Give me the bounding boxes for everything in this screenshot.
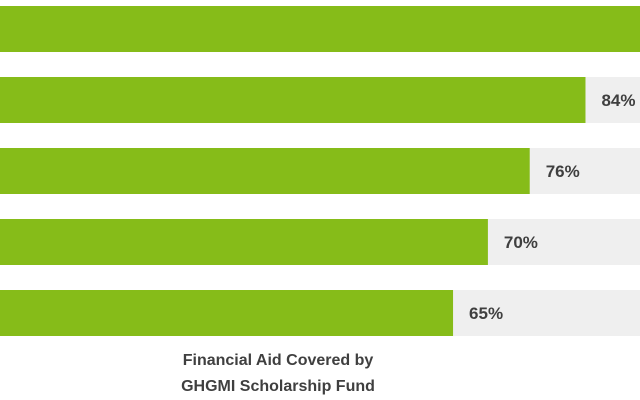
- bar: [0, 148, 530, 194]
- bar-value-label: 76%: [546, 162, 580, 181]
- bar-value-labels: 84% 76% 70% 65%: [469, 91, 635, 323]
- caption-line-1: Financial Aid Covered by: [182, 352, 374, 369]
- chart-caption: Financial Aid Covered by GHGMI Scholarsh…: [0, 348, 556, 400]
- bar-value-label: 70%: [504, 233, 538, 252]
- bars: [0, 6, 640, 336]
- caption-line-2: GHGMI Scholarship Fund: [181, 378, 375, 395]
- bar: [0, 219, 488, 265]
- bar: [0, 290, 454, 336]
- bar-value-label: 84%: [601, 91, 635, 110]
- bar-value-label: 65%: [469, 304, 503, 323]
- bar: [0, 77, 586, 123]
- bar: [0, 6, 640, 52]
